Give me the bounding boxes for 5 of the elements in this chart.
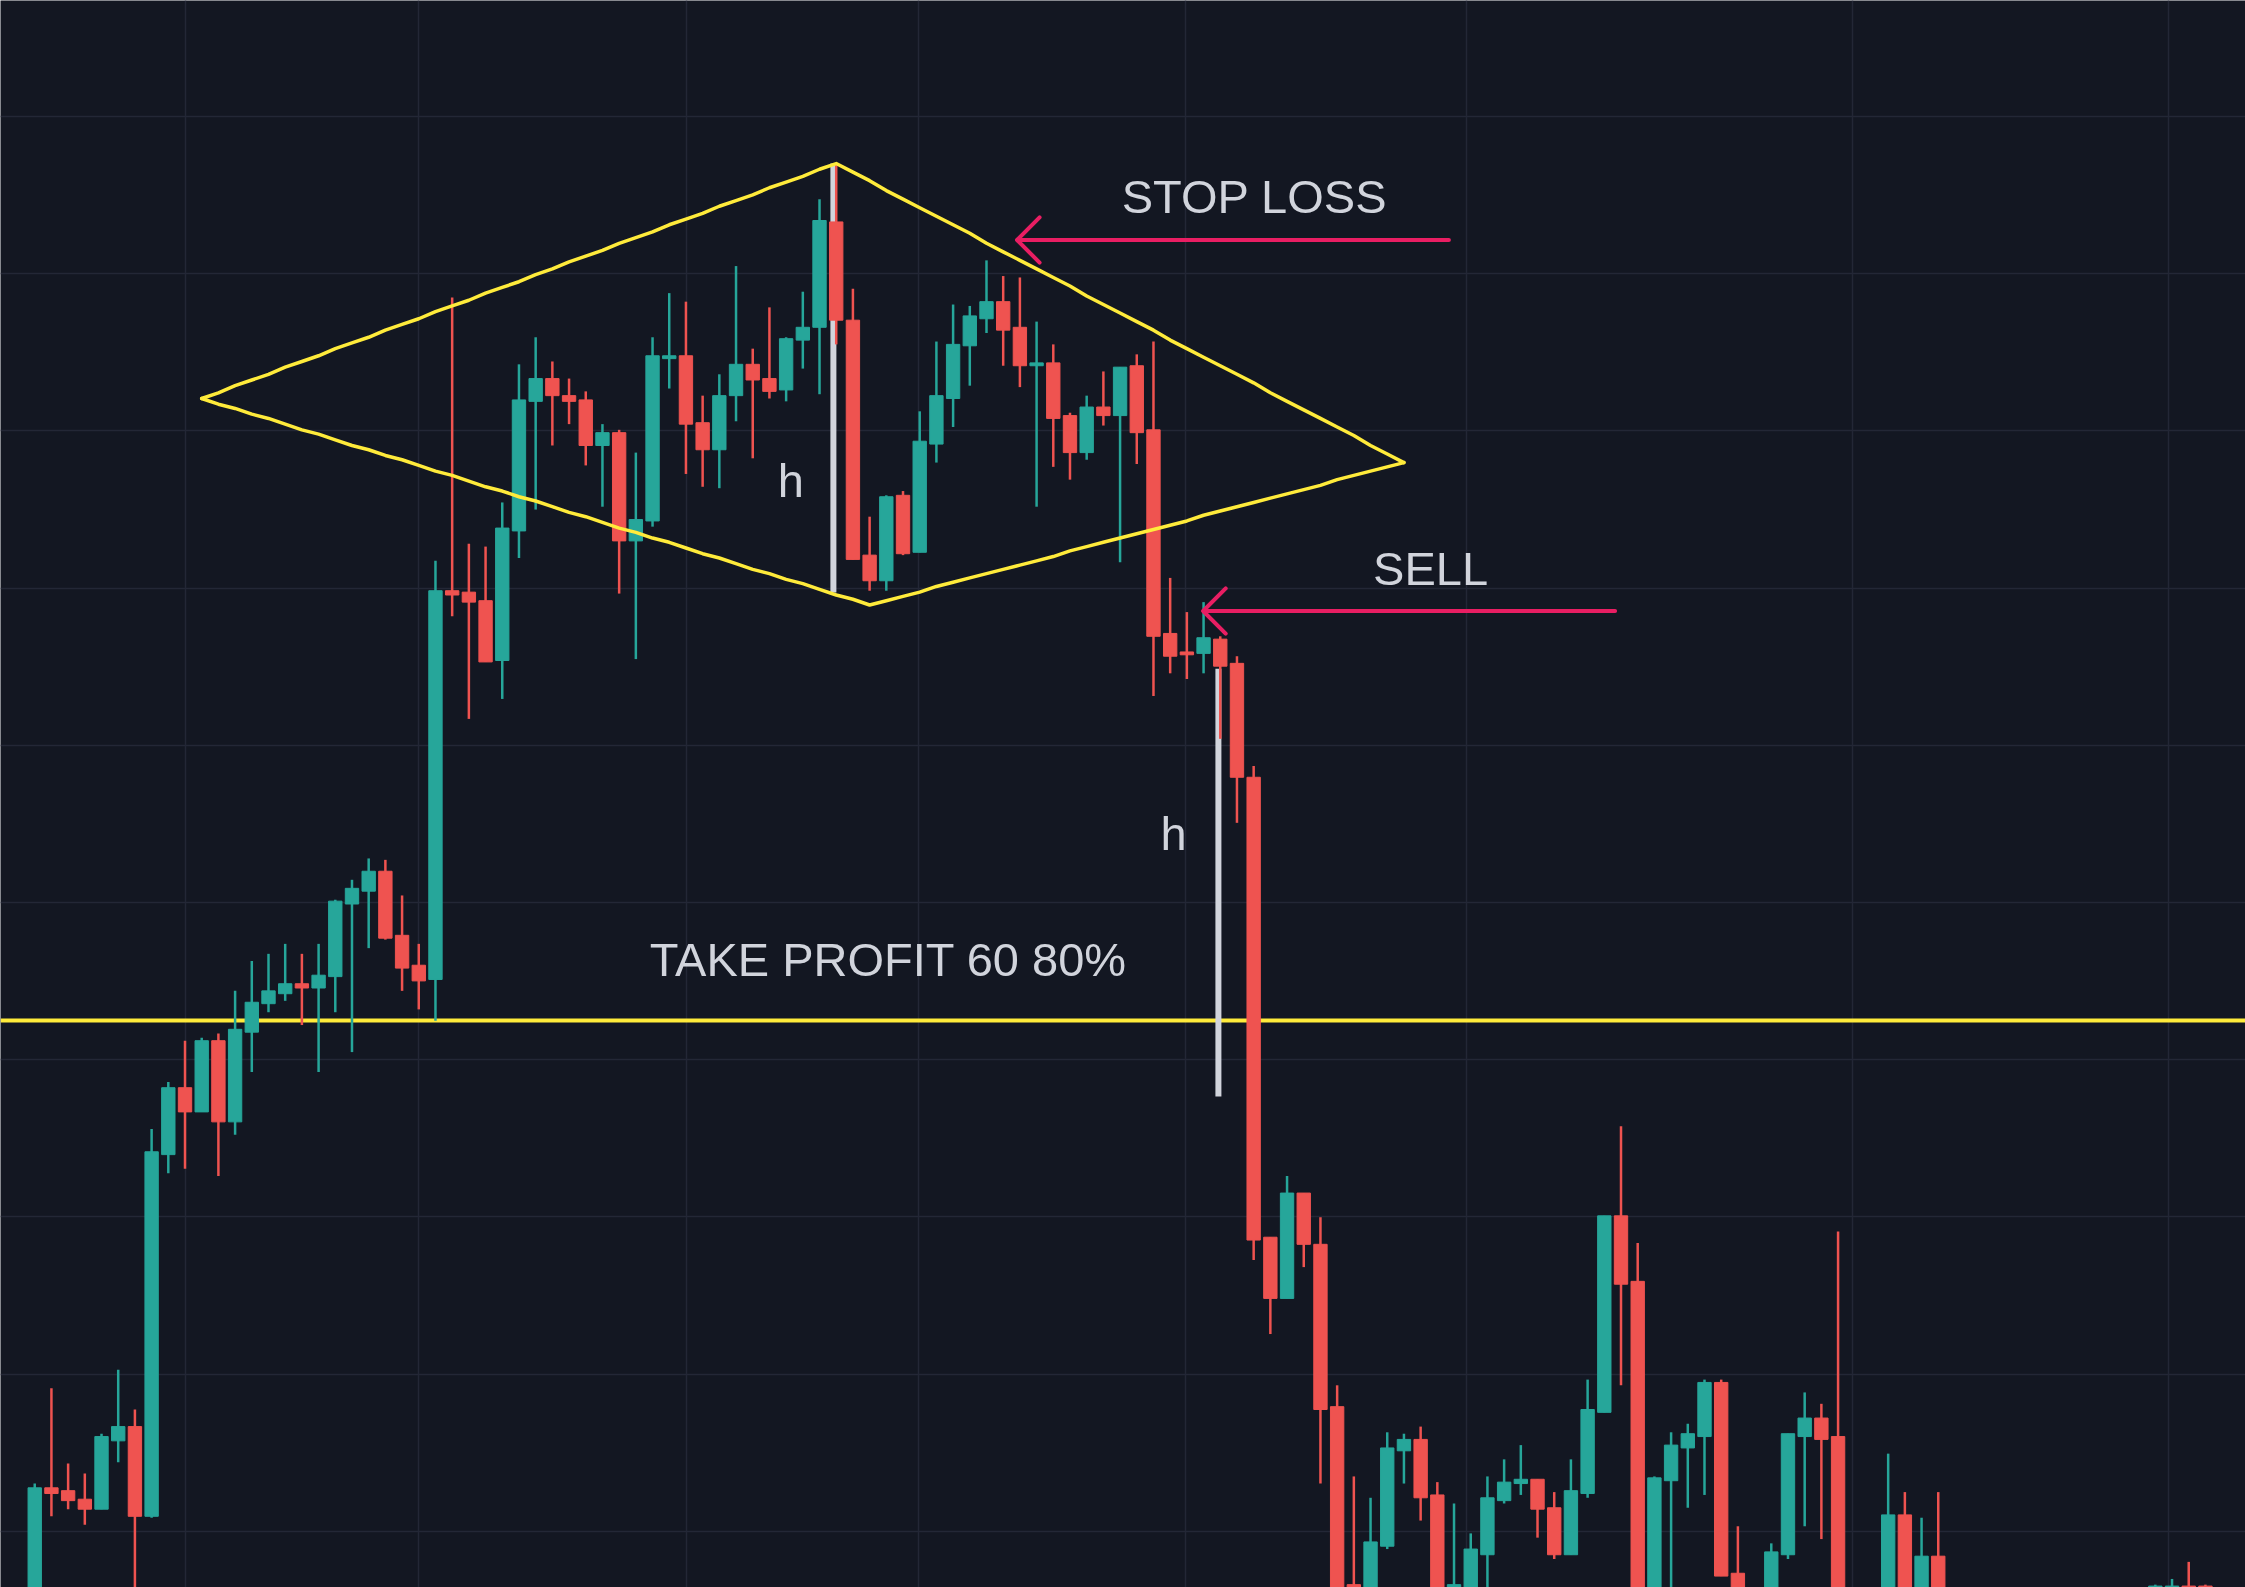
ref-line-label: TAKE PROFIT 60 80% xyxy=(649,932,1127,986)
annotation: h xyxy=(777,454,804,508)
annotation: h xyxy=(1160,807,1187,861)
annotation: SELL xyxy=(1373,542,1489,596)
annotation: STOP LOSS xyxy=(1121,169,1387,223)
